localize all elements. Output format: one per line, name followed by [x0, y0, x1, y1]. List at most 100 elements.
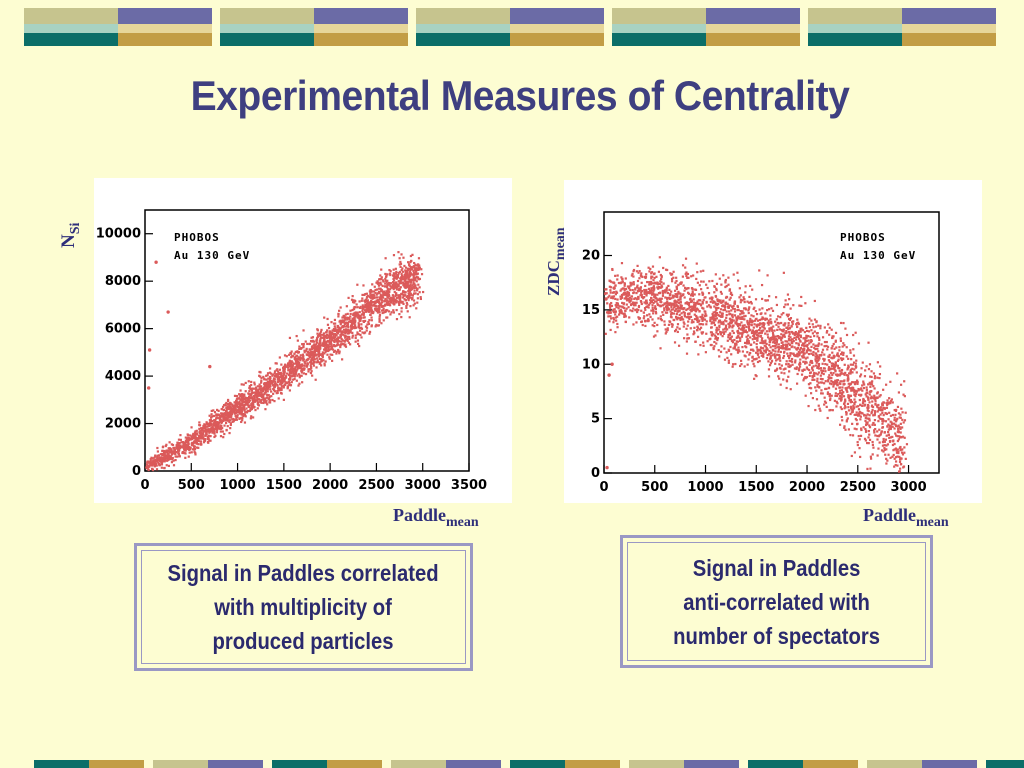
- scatter-point: [387, 281, 391, 285]
- scatter-point: [211, 431, 214, 434]
- scatter-point: [604, 292, 607, 296]
- scatter-point: [700, 280, 703, 283]
- scatter-point: [409, 281, 412, 284]
- scatter-point: [216, 423, 219, 426]
- scatter-point: [315, 341, 319, 344]
- scatter-point: [346, 335, 349, 338]
- scatter-point: [845, 389, 848, 392]
- scatter-point: [715, 282, 719, 285]
- scatter-point: [225, 406, 228, 409]
- scatter-point: [881, 418, 884, 421]
- scatter-point: [740, 363, 743, 366]
- scatter-point: [700, 288, 703, 291]
- scatter-point: [286, 382, 289, 385]
- y-tick-label: 0: [132, 464, 141, 479]
- scatter-point: [183, 451, 186, 455]
- scatter-point: [812, 365, 815, 368]
- scatter-point: [784, 322, 787, 325]
- scatter-point: [376, 310, 380, 313]
- scatter-point: [181, 440, 184, 444]
- scatter-point: [390, 286, 393, 289]
- scatter-point: [358, 329, 362, 332]
- scatter-point: [320, 333, 323, 336]
- scatter-point: [887, 428, 890, 431]
- scatter-point: [621, 277, 624, 280]
- scatter-point: [189, 434, 192, 437]
- scatter-point: [399, 300, 403, 303]
- scatter-point: [417, 266, 420, 269]
- scatter-point: [320, 358, 323, 361]
- scatter-point: [823, 403, 826, 406]
- scatter-point: [298, 345, 301, 348]
- scatter-point: [844, 371, 847, 374]
- scatter-point: [223, 424, 226, 427]
- scatter-point: [321, 344, 324, 347]
- scatter-point: [317, 355, 320, 358]
- scatter-point: [831, 344, 834, 348]
- scatter-point: [259, 375, 262, 378]
- scatter-point: [614, 313, 617, 316]
- scatter-point: [244, 400, 247, 404]
- scatter-point: [200, 437, 204, 440]
- scatter-point: [339, 335, 342, 338]
- scatter-point: [616, 274, 619, 277]
- scatter-point: [616, 326, 619, 329]
- scatter-point: [724, 324, 728, 327]
- scatter-point: [397, 251, 400, 254]
- scatter-point: [787, 330, 791, 334]
- scatter-point: [816, 383, 819, 387]
- scatter-point: [691, 305, 694, 308]
- scatter-point: [851, 371, 854, 374]
- scatter-point: [297, 384, 300, 387]
- scatter-point: [349, 331, 352, 334]
- scatter-point: [319, 342, 322, 345]
- scatter-point: [339, 336, 342, 339]
- scatter-point: [631, 272, 634, 276]
- scatter-point: [702, 298, 705, 302]
- scatter-point: [746, 331, 749, 334]
- scatter-point: [706, 340, 709, 343]
- scatter-point: [317, 334, 320, 338]
- scatter-point: [635, 321, 638, 324]
- scatter-point: [351, 336, 354, 339]
- scatter-point: [367, 320, 370, 324]
- scatter-point: [341, 333, 345, 336]
- scatter-point: [744, 330, 747, 333]
- scatter-point: [186, 447, 189, 451]
- scatter-point: [687, 276, 690, 279]
- scatter-point: [808, 325, 812, 329]
- scatter-point: [236, 411, 240, 414]
- scatter-point: [861, 361, 864, 364]
- scatter-point: [733, 307, 736, 311]
- scatter-point: [310, 358, 313, 362]
- scatter-point: [813, 334, 816, 338]
- scatter-point: [163, 457, 166, 460]
- scatter-point: [793, 346, 796, 349]
- scatter-point: [326, 343, 329, 346]
- scatter-point: [242, 406, 246, 409]
- scatter-point: [397, 288, 401, 292]
- scatter-point: [736, 324, 740, 328]
- scatter-point: [187, 442, 190, 446]
- scatter-point: [231, 405, 234, 408]
- scatter-point: [642, 311, 645, 314]
- scatter-point: [337, 340, 340, 343]
- panel-tag-line: Au 130 GeV: [174, 249, 250, 262]
- scatter-point: [897, 470, 901, 473]
- scatter-point: [242, 383, 245, 386]
- scatter-point: [683, 322, 686, 325]
- scatter-point: [786, 352, 789, 355]
- scatter-point: [370, 324, 373, 327]
- scatter-point: [877, 420, 880, 423]
- scatter-point: [318, 357, 321, 361]
- scatter-point: [200, 443, 203, 446]
- scatter-point: [659, 298, 662, 302]
- scatter-point: [657, 303, 660, 307]
- scatter-point: [729, 325, 732, 328]
- scatter-point: [769, 362, 772, 365]
- scatter-point: [724, 330, 727, 333]
- scatter-point: [342, 328, 346, 331]
- scatter-point: [739, 339, 742, 342]
- scatter-point: [212, 427, 215, 431]
- scatter-point: [874, 427, 877, 431]
